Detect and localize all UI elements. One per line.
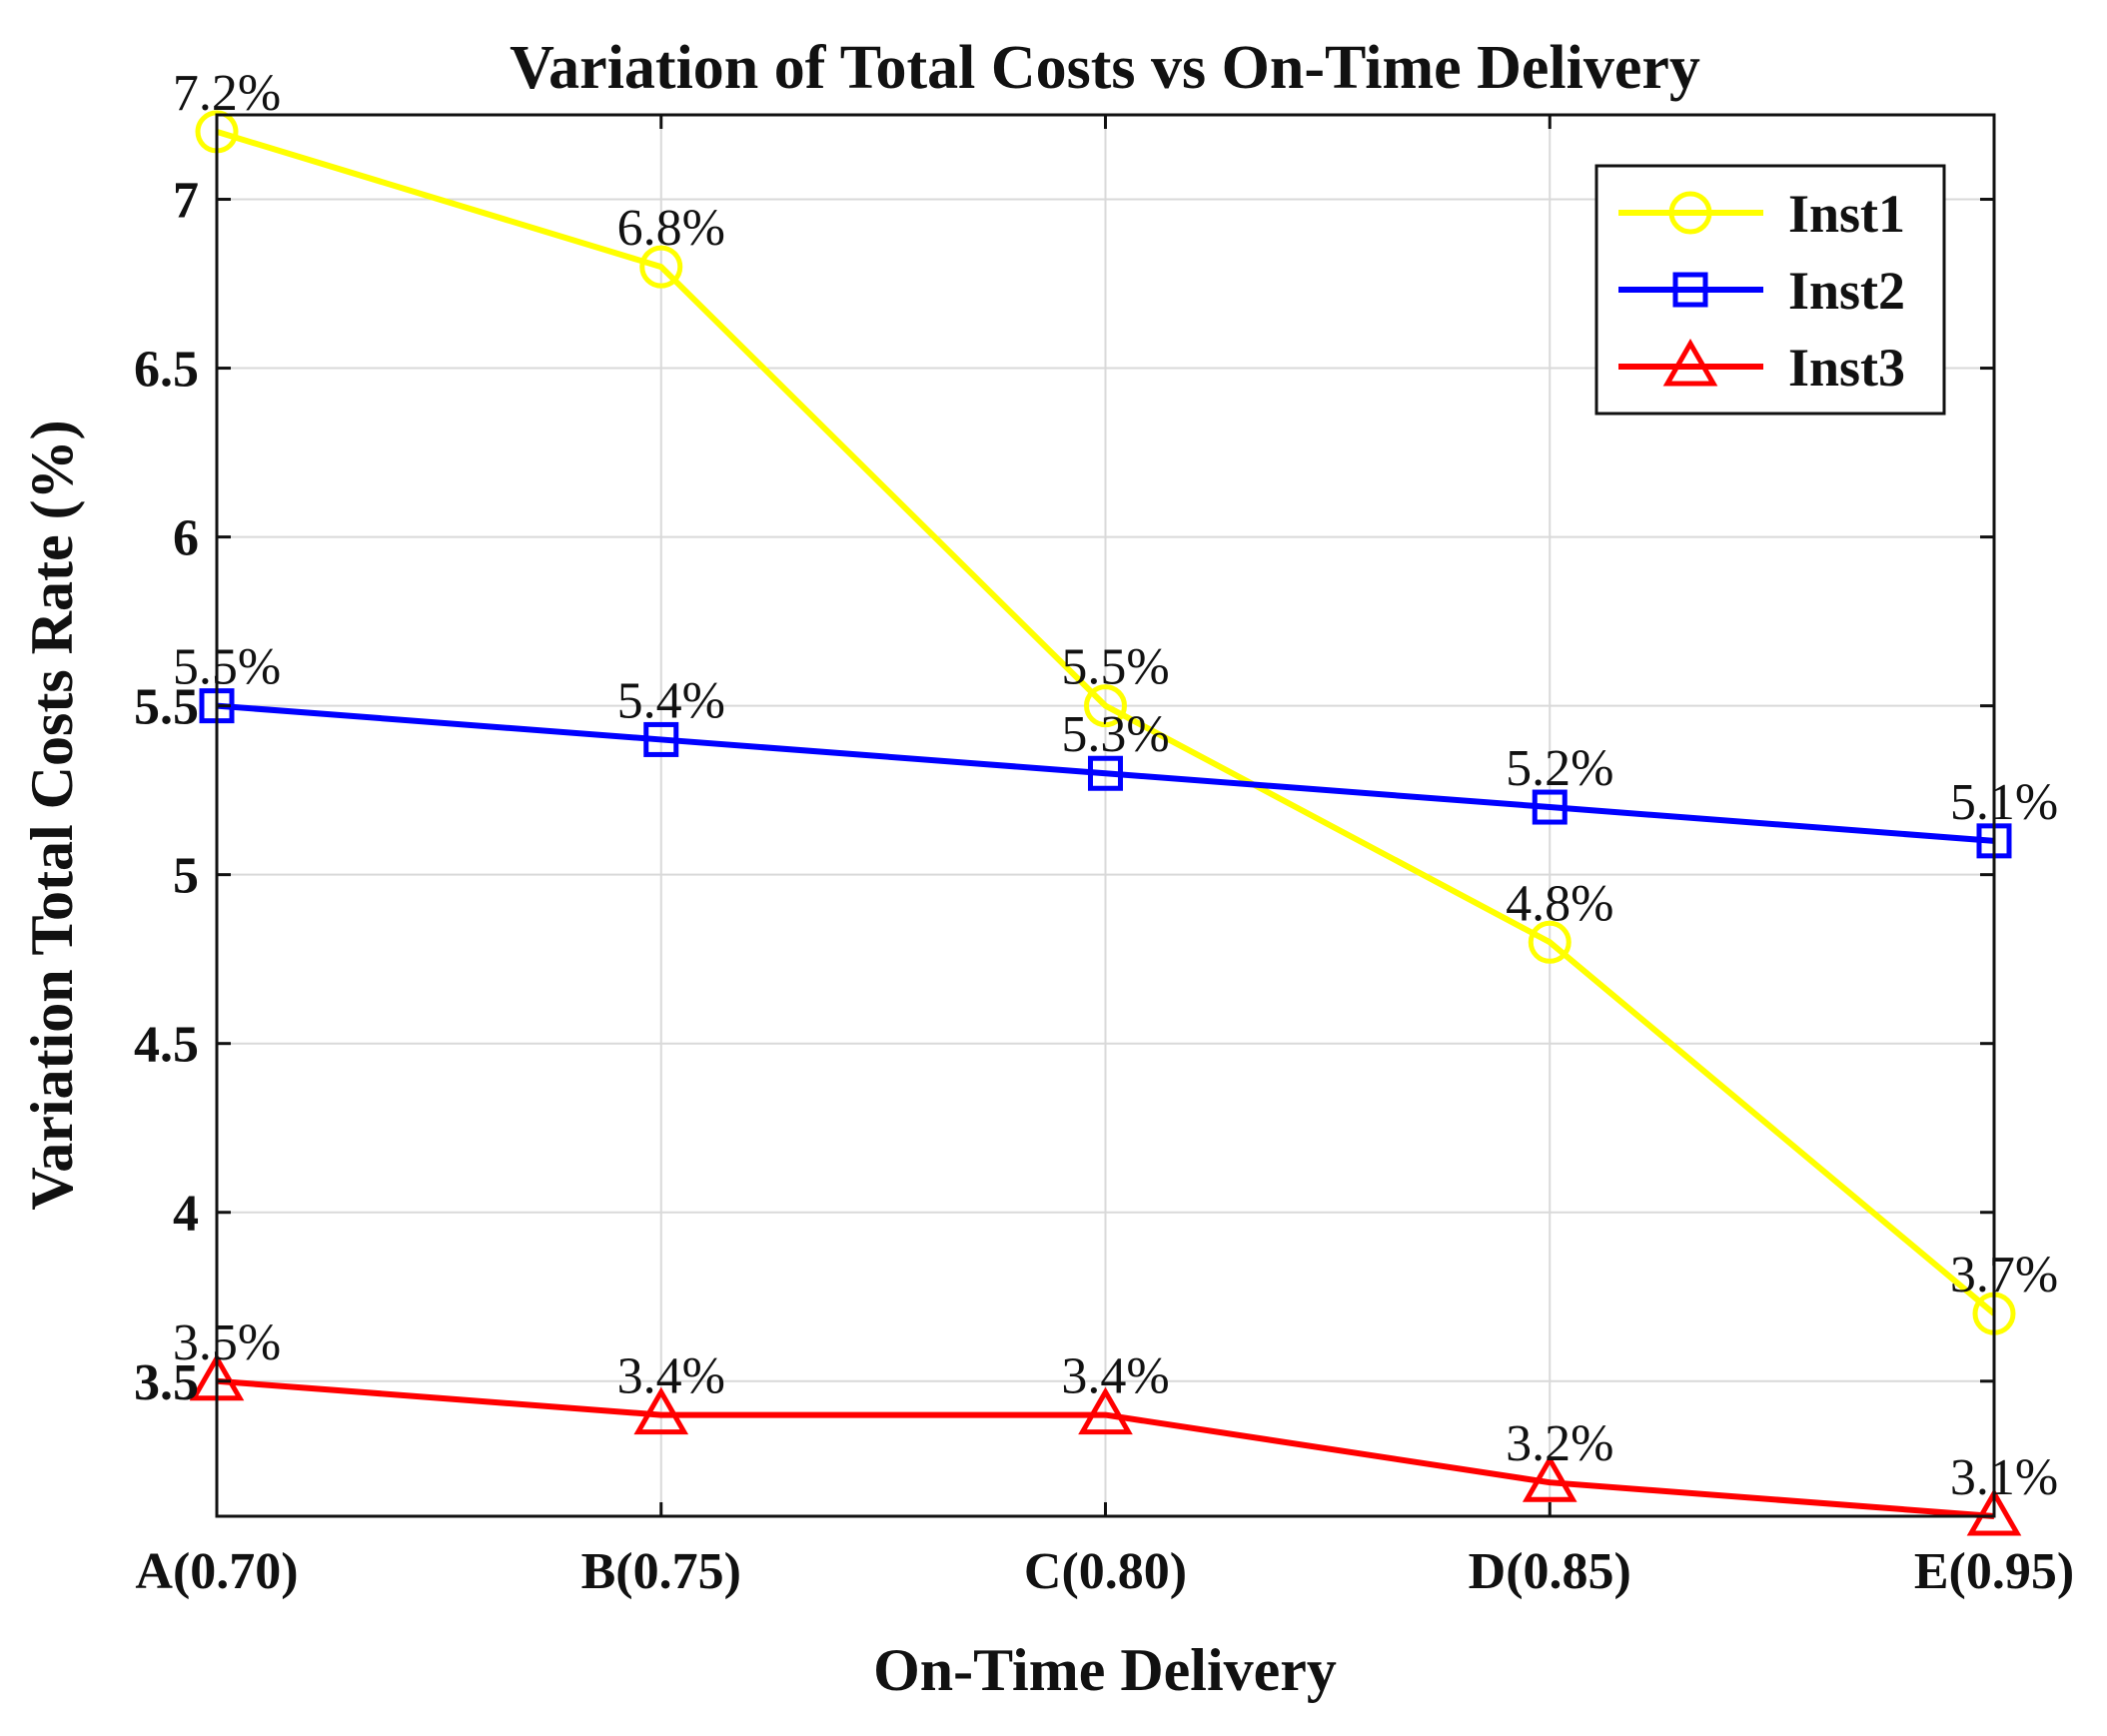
y-tick-label-5: 5 (173, 848, 199, 905)
data-label-inst2-4: 5.1% (1950, 774, 2058, 831)
data-point-inst3-1 (633, 1386, 689, 1435)
data-label-inst1-3: 4.8% (1506, 875, 1613, 932)
y-tick-label-3-5: 3.5 (134, 1354, 199, 1411)
data-label-inst2-0: 5.5% (173, 639, 281, 696)
x-tick-label-a-0-70: A(0.70) (135, 1543, 298, 1600)
legend[interactable]: Inst1 Inst2 Inst3 (1594, 164, 1946, 416)
y-tick-label-5-5: 5.5 (134, 679, 199, 736)
data-label-inst3-2: 3.4% (1061, 1348, 1169, 1405)
x-tick-label-b-0-75: B(0.75) (581, 1543, 741, 1600)
series-line-inst1 (216, 129, 1996, 1316)
ticks: A(0.70) B(0.75) C(0.80) D(0.85) E(0.95) 3.5 4 4… (134, 115, 2074, 1600)
data-point-inst1-3 (1528, 920, 1572, 964)
x-tick-label-c-0-80: C(0.80) (1024, 1543, 1187, 1600)
data-labels: 7.2% 6.8% 5.5% 4.8% 3.7% 5.5% 5.4% 5.3% 5.2% 5.1%… (173, 65, 2058, 1506)
x-axis-label: On-Time Delivery (873, 1637, 1337, 1703)
legend-marker-inst3 (1662, 338, 1718, 387)
data-label-inst1-1: 6.8% (617, 200, 725, 257)
data-label-inst1-0: 7.2% (173, 65, 281, 122)
legend-item-inst2[interactable]: Inst2 (1618, 261, 1905, 321)
y-tick-label-4-5: 4.5 (134, 1017, 199, 1074)
data-point-inst2-1 (643, 721, 679, 757)
legend-item-inst3[interactable]: Inst3 (1618, 338, 1905, 398)
data-point-inst1-1 (639, 245, 683, 289)
y-tick-label-4: 4 (173, 1186, 199, 1243)
x-tick-label-e-0-95: E(0.95) (1914, 1543, 2074, 1600)
legend-label-inst3: Inst3 (1788, 338, 1905, 398)
data-label-inst2-2: 5.3% (1061, 706, 1169, 763)
data-point-inst1-2 (1084, 684, 1127, 728)
legend-marker-inst1 (1668, 191, 1712, 235)
data-label-inst1-2: 5.5% (1061, 639, 1169, 696)
legend-label-inst2: Inst2 (1788, 261, 1905, 321)
y-tick-label-6-5: 6.5 (134, 342, 199, 399)
y-tick-label-7: 7 (173, 173, 199, 230)
data-label-inst3-3: 3.2% (1506, 1415, 1613, 1472)
series-line-inst3 (216, 1377, 1995, 1519)
data-label-inst3-4: 3.1% (1950, 1449, 2058, 1506)
data-label-inst3-0: 3.5% (173, 1314, 281, 1371)
data-point-inst3-3 (1522, 1454, 1578, 1502)
data-label-inst1-4: 3.7% (1950, 1247, 2058, 1303)
data-label-inst3-1: 3.4% (617, 1348, 725, 1405)
data-point-inst2-2 (1088, 755, 1123, 791)
legend-item-inst1[interactable]: Inst1 (1618, 184, 1905, 244)
series-layer (189, 110, 2022, 1536)
data-point-inst3-4 (1966, 1487, 2022, 1536)
legend-marker-inst2 (1672, 272, 1708, 308)
x-tick-label-d-0-85: D(0.85) (1469, 1543, 1631, 1600)
series-line-inst2 (216, 702, 1995, 844)
data-label-inst2-3: 5.2% (1506, 740, 1613, 797)
data-point-inst3-2 (1078, 1386, 1133, 1435)
data-point-inst2-3 (1532, 789, 1568, 825)
data-label-inst2-1: 5.4% (617, 672, 725, 729)
chart-title: Variation of Total Costs vs On-Time Deli… (510, 34, 1700, 102)
y-tick-label-6: 6 (173, 510, 199, 567)
legend-label-inst1: Inst1 (1788, 184, 1905, 244)
y-axis-label: Variation Total Costs Rate (%) (19, 420, 85, 1210)
